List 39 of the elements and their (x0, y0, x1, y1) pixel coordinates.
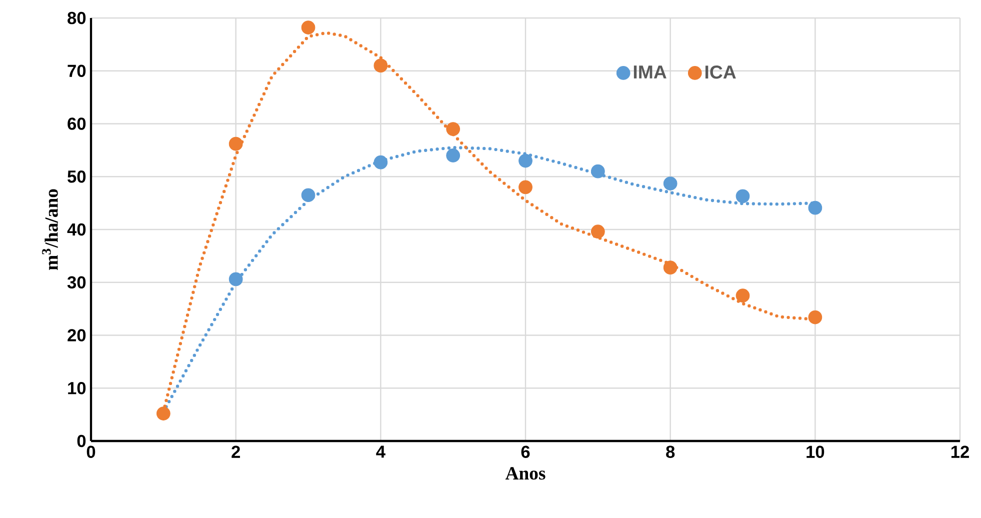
x-tick-label: 10 (806, 446, 824, 458)
x-tick-label: 8 (666, 446, 675, 458)
point (663, 176, 678, 190)
y-tick-label: 60 (68, 118, 86, 130)
point (446, 148, 460, 162)
x-axis-title: Anos (505, 467, 546, 480)
y-tick-label: 70 (68, 64, 86, 78)
point (228, 136, 243, 151)
y-tick-label: 50 (68, 170, 86, 183)
legend-label: ICA (705, 65, 736, 79)
point (808, 200, 822, 215)
point (446, 122, 460, 136)
point (156, 406, 170, 420)
point (374, 155, 388, 170)
x-tick-label: 0 (86, 446, 96, 458)
point (228, 272, 243, 286)
point (590, 224, 605, 239)
point (518, 154, 532, 168)
y-tick-label: 80 (68, 12, 86, 24)
point (736, 189, 750, 204)
point (590, 164, 605, 178)
point (808, 310, 822, 324)
y-tick-label: 0 (77, 434, 86, 448)
point (736, 288, 750, 303)
x-tick-label: 6 (521, 446, 530, 458)
x-tick-label: 2 (232, 446, 240, 458)
legend-label: IMA (634, 66, 666, 78)
point (374, 58, 388, 73)
y-axis-title: m$^{3}$/ha/ano (42, 189, 58, 270)
point (301, 188, 316, 202)
y-tick-label: 10 (68, 382, 86, 394)
x-tick-label: 4 (376, 446, 386, 458)
point (518, 180, 532, 194)
point (301, 20, 316, 34)
y-tick-label: 30 (67, 276, 86, 289)
y-tick-label: 20 (68, 329, 86, 342)
y-tick-label: 40 (67, 223, 86, 236)
point (663, 260, 678, 275)
x-tick-label: 12 (951, 446, 969, 458)
